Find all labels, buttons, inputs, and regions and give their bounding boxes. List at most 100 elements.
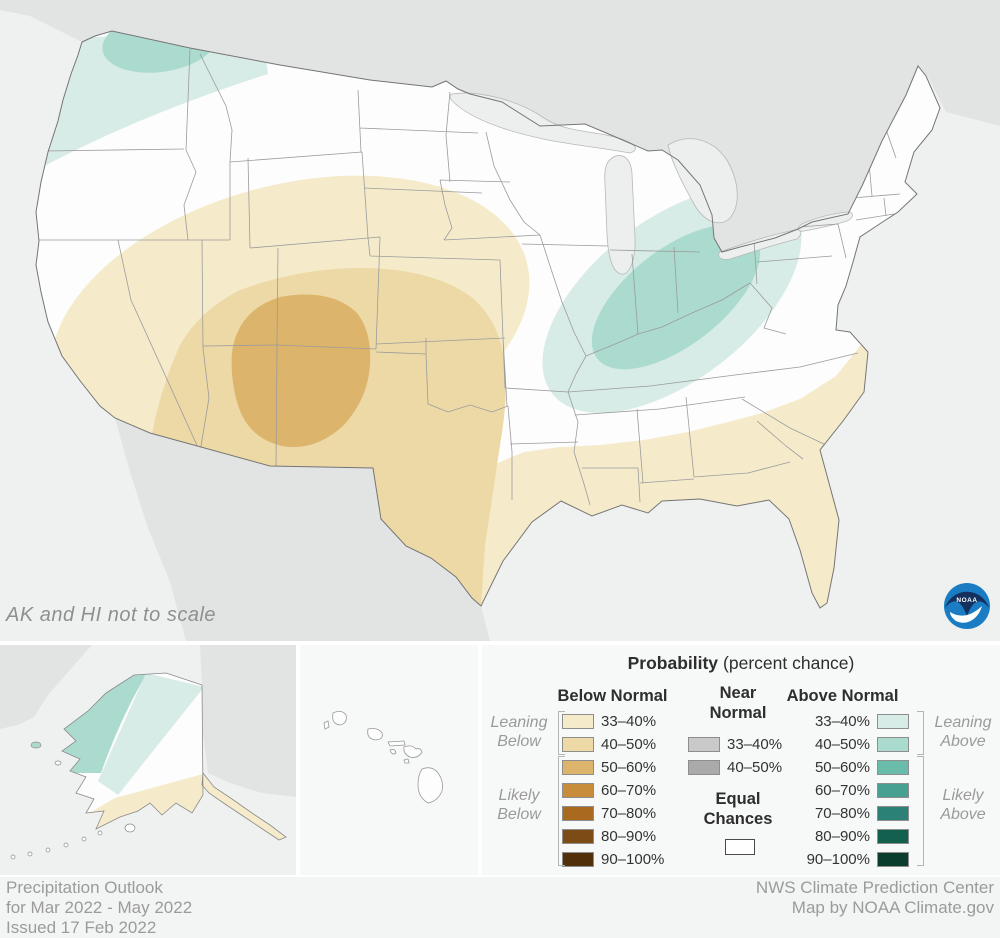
legend-row-below: 70–80% xyxy=(562,805,656,822)
legend-swatch xyxy=(877,852,909,867)
legend-row-below: 60–70% xyxy=(562,782,656,799)
st-lawrence-island xyxy=(30,741,42,749)
legend-range-label: 33–40% xyxy=(601,713,657,730)
legend-swatch xyxy=(562,760,594,775)
side-label-line: Likely xyxy=(498,787,540,804)
equal-chances-swatch xyxy=(725,839,755,855)
footer-title-line: for Mar 2022 - May 2022 xyxy=(6,898,193,917)
legend-range-label: 60–70% xyxy=(601,782,657,799)
aleutian-island xyxy=(27,851,33,857)
legend-swatch xyxy=(562,714,594,729)
legend-row-above: 90–100% xyxy=(807,851,909,868)
legend-range-label: 40–50% xyxy=(727,759,783,776)
island-hawaii xyxy=(417,767,443,804)
footer: Precipitation Outlook for Mar 2022 - May… xyxy=(0,877,1000,938)
russia-landmass xyxy=(0,645,92,729)
island-kahoolawe xyxy=(403,758,410,764)
aleutian-island xyxy=(81,836,87,842)
alaska-inset-panel xyxy=(0,645,296,875)
above-normal-header: Above Normal xyxy=(786,687,899,705)
side-label-line: Above xyxy=(940,733,986,750)
aleutian-island xyxy=(45,847,51,853)
aleutian-island xyxy=(97,830,103,836)
lake-michigan xyxy=(604,155,636,275)
alaska-panhandle-coastline xyxy=(201,771,287,841)
legend-range-label: 80–90% xyxy=(601,828,657,845)
island-oahu xyxy=(367,728,383,741)
above-40-50-ohio-valley-region xyxy=(591,224,761,370)
mexico-landmass xyxy=(115,418,490,641)
hawaii-inset-svg xyxy=(300,645,478,875)
alaska-coastline xyxy=(61,672,204,830)
island-maui xyxy=(403,745,423,758)
legend-range-label: 60–70% xyxy=(814,782,870,799)
footer-title-block: Precipitation Outlook for Mar 2022 - May… xyxy=(6,878,192,938)
legend-swatch xyxy=(877,760,909,775)
hawaii-background xyxy=(300,645,478,875)
legend-swatch xyxy=(688,737,720,752)
legend-swatch xyxy=(562,806,594,821)
legend-swatch xyxy=(877,737,909,752)
legend-row-below: 90–100% xyxy=(562,851,664,868)
leaning-below-label: Leaning Below xyxy=(484,713,554,751)
likely-above-bracket xyxy=(917,756,924,866)
lake-erie xyxy=(718,229,802,260)
island-kauai xyxy=(332,711,347,726)
below-50-60-four-corners-region xyxy=(231,294,371,448)
legend-title-rest: (percent chance) xyxy=(723,653,855,673)
legend-range-label: 33–40% xyxy=(814,713,870,730)
legend-row-above: 60–70% xyxy=(815,782,909,799)
footer-credit-line: NWS Climate Prediction Center xyxy=(755,878,994,897)
equal-chances-line: Equal xyxy=(715,790,761,808)
legend-row-near: 33–40% xyxy=(688,736,782,753)
alaska-outlines xyxy=(61,672,287,841)
likely-above-label: Likely Above xyxy=(928,786,998,824)
side-label-line: Likely xyxy=(942,787,984,804)
legend-row-above: 33–40% xyxy=(815,713,909,730)
conus-coastline xyxy=(35,30,941,609)
conus-map-svg: NOAA xyxy=(0,0,1000,641)
legend-swatch xyxy=(562,737,594,752)
noaa-logo-seabird-icon xyxy=(950,606,982,623)
legend-row-below: 33–40% xyxy=(562,713,656,730)
legend-title: Probability (percent chance) xyxy=(482,653,1000,674)
above-40-50-pacific-northwest-region xyxy=(102,31,218,73)
legend-range-label: 33–40% xyxy=(727,736,783,753)
leaning-below-bracket xyxy=(558,711,565,755)
aleutian-island xyxy=(63,842,69,848)
legend-row-below: 50–60% xyxy=(562,759,656,776)
probability-regions xyxy=(36,31,886,608)
hawaii-inset-panel xyxy=(300,645,478,875)
nunivak-island xyxy=(54,760,62,766)
near-header-line: Near xyxy=(719,684,757,702)
equal-chances-label: Equal Chances xyxy=(678,789,798,829)
island-niihau xyxy=(323,720,330,730)
island-lanai xyxy=(389,749,397,755)
footer-title-line: Precipitation Outlook xyxy=(6,878,163,897)
side-label-line: Below xyxy=(497,733,541,750)
conus-outlook-map: NOAA AK and HI not to scale xyxy=(0,0,1000,641)
lake-huron xyxy=(667,138,738,224)
legend-swatch xyxy=(688,760,720,775)
legend-range-label: 80–90% xyxy=(814,828,870,845)
legend-row-below: 80–90% xyxy=(562,828,656,845)
leaning-above-label: Leaning Above xyxy=(928,713,998,751)
side-label-line: Leaning xyxy=(490,714,548,731)
noaa-logo-shield xyxy=(945,591,989,616)
aleutian-islands xyxy=(10,741,136,860)
canada-yukon-landmass xyxy=(200,645,296,797)
legend-range-label: 70–80% xyxy=(601,805,657,822)
footer-credit-block: NWS Climate Prediction Center Map by NOA… xyxy=(756,878,994,918)
legend-swatch xyxy=(562,852,594,867)
noaa-logo-text: NOAA xyxy=(956,597,977,604)
great-lakes xyxy=(449,92,853,275)
side-label-line: Leaning xyxy=(934,714,992,731)
near-normal-header: Near Normal xyxy=(678,683,798,723)
legend-swatch xyxy=(877,806,909,821)
legend-swatch xyxy=(877,783,909,798)
alaska-above-33-40-region xyxy=(98,673,204,795)
lake-superior xyxy=(449,92,636,154)
legend-range-label: 50–60% xyxy=(601,759,657,776)
hawaii-islands xyxy=(323,711,443,804)
legend-title-bold: Probability xyxy=(627,653,719,673)
